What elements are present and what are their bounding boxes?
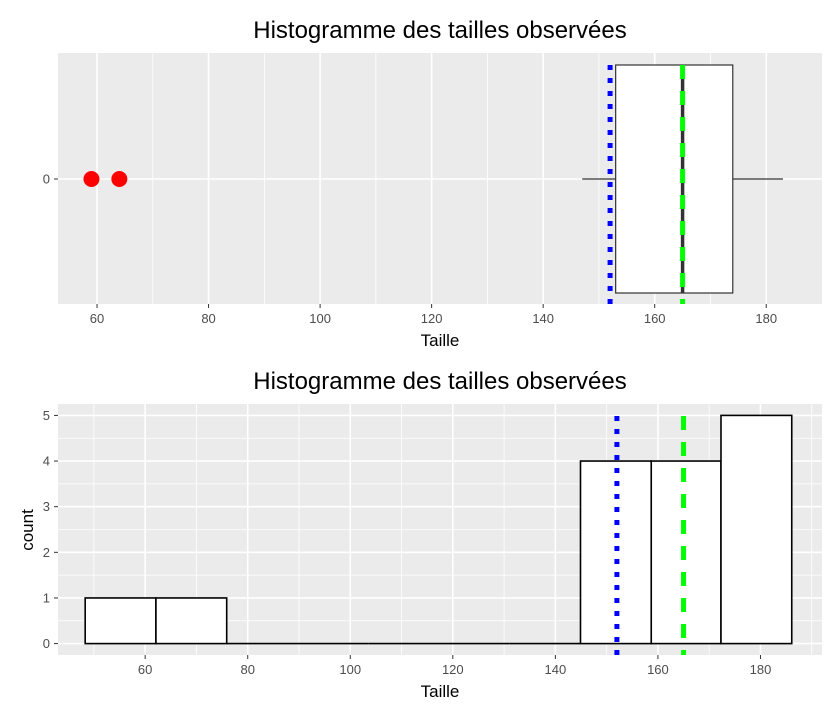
histogram-bar: [579, 460, 653, 645]
x-tick-label: 120: [442, 662, 464, 677]
histogram-bar: [84, 597, 157, 645]
boxplot-marks: [83, 64, 783, 304]
y-tick-label: 2: [43, 545, 50, 560]
chart-title: Histogramme des tailles observées: [253, 368, 627, 395]
box-iqr: [615, 64, 734, 294]
x-tick-label: 60: [90, 311, 104, 326]
x-tick-label: 60: [138, 662, 152, 677]
y-tick-label: 0: [43, 172, 50, 187]
y-tick-label: 4: [43, 454, 50, 469]
x-tick-label: 80: [240, 662, 254, 677]
boxplot-chart: Histogramme des tailles observées 60 80 10…: [43, 17, 822, 350]
histogram-chart: Histogramme des tailles observées 60 80 10…: [18, 368, 822, 701]
y-tick-label: 0: [43, 636, 50, 651]
x-tick-label: 100: [339, 662, 361, 677]
x-tick-label: 140: [545, 662, 567, 677]
y-tick-label: 1: [43, 590, 50, 605]
y-tick-label: 3: [43, 499, 50, 514]
x-tick-label: 120: [421, 311, 443, 326]
outlier-point: [111, 171, 128, 187]
x-axis-label: Taille: [421, 682, 460, 701]
grid-lines: [58, 53, 822, 304]
histogram-bar: [650, 460, 722, 645]
y-axis-label: count: [18, 509, 37, 551]
histogram-bar: [720, 414, 793, 645]
histogram-marks: [84, 414, 793, 655]
x-tick-label: 80: [201, 311, 215, 326]
tick-labels: 60 80 100 120 140 160 180 0: [43, 172, 777, 327]
x-tick-label: 100: [309, 311, 331, 326]
x-tick-label: 180: [750, 662, 772, 677]
x-axis-label: Taille: [421, 331, 460, 350]
x-tick-label: 160: [647, 662, 669, 677]
outlier-point: [83, 171, 100, 187]
x-tick-label: 160: [644, 311, 666, 326]
histogram-bar: [155, 597, 228, 645]
x-tick-label: 180: [755, 311, 777, 326]
x-tick-label: 140: [532, 311, 554, 326]
tick-labels: 60 80 100 120 140 160 180 0 1 2 3 4 5: [43, 408, 772, 677]
chart-title: Histogramme des tailles observées: [253, 17, 627, 44]
y-tick-label: 5: [43, 408, 50, 423]
